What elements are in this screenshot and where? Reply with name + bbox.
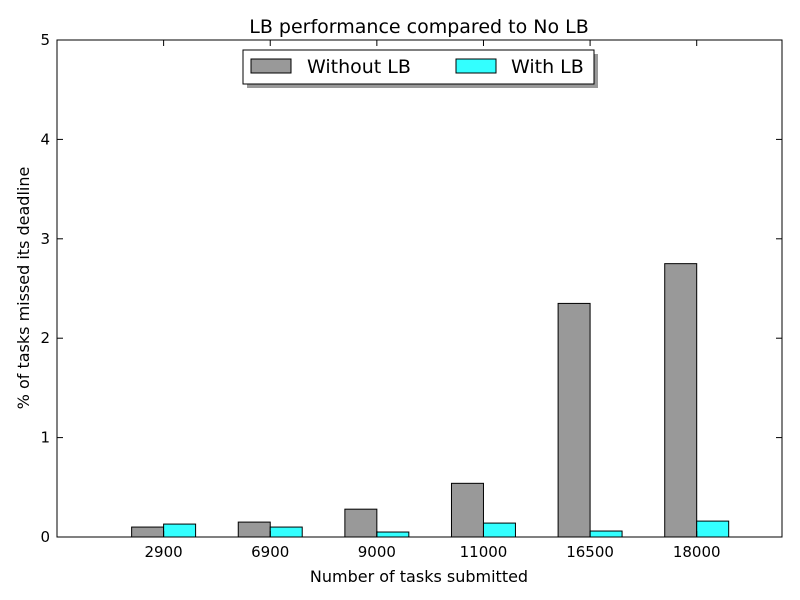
bar-without-lb-6900 [237, 521, 271, 538]
x-tick-label: 16500 [566, 543, 614, 561]
bar-without-lb-18000 [664, 263, 698, 538]
legend-swatch-with-lb [455, 58, 497, 74]
y-tick-label: 0 [40, 528, 50, 546]
bar-without-lb-2900 [131, 526, 165, 538]
ticks-layer: 2900 6900 9000 11000 16500 18000 0 1 2 3 4 5 [40, 31, 782, 561]
legend-label-with-lb: With LB [511, 56, 584, 78]
bar-without-lb-11000 [450, 482, 484, 538]
bar-with-lb-18000 [696, 520, 730, 538]
legend-box [242, 49, 595, 85]
bar-without-lb-9000 [344, 508, 378, 538]
x-tick-label: 18000 [673, 543, 721, 561]
legend-swatch-without-lb [250, 58, 292, 74]
bar-with-lb-9000 [376, 531, 410, 538]
bar-with-lb-2900 [163, 523, 197, 538]
bar-with-lb-6900 [269, 526, 303, 538]
y-axis-label: % of tasks missed its deadline [14, 167, 33, 410]
x-tick-label: 9000 [358, 543, 396, 561]
plot-frame [56, 39, 783, 538]
y-tick-label: 4 [40, 130, 50, 148]
bar-with-lb-11000 [482, 522, 516, 538]
y-tick-label: 5 [40, 31, 50, 49]
x-tick-label: 6900 [251, 543, 289, 561]
legend-label-without-lb: Without LB [307, 56, 411, 78]
x-axis-label: Number of tasks submitted [310, 567, 528, 586]
bar-without-lb-16500 [557, 302, 591, 538]
legend: Without LB With LB [242, 49, 598, 88]
x-tick-label: 11000 [460, 543, 508, 561]
y-tick-label: 3 [40, 230, 50, 248]
y-tick-label: 2 [40, 329, 50, 347]
bar-with-lb-16500 [589, 530, 623, 538]
x-tick-label: 2900 [145, 543, 183, 561]
bars-layer [131, 263, 730, 538]
chart-title: LB performance compared to No LB [249, 16, 588, 38]
y-tick-label: 1 [40, 429, 50, 447]
